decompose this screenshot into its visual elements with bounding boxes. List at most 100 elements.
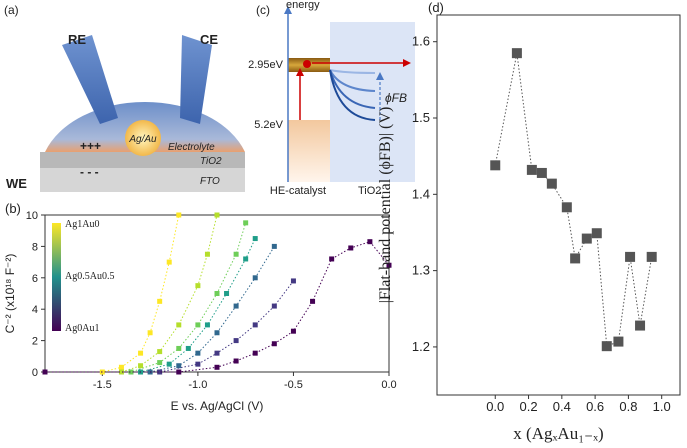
catalyst-label: HE-catalyst [270, 185, 326, 197]
colorbar-label: Ag0Au1 [65, 323, 99, 334]
data-point [625, 251, 636, 262]
y-tick-label: 0 [32, 367, 38, 379]
y-tick-label: 10 [26, 210, 38, 222]
tio2-region [330, 22, 415, 182]
tio2-label: TiO2 [200, 156, 222, 167]
x-tick-label: 0.4 [553, 399, 571, 414]
data-point [176, 363, 182, 369]
data-point [233, 358, 239, 364]
colorbar-label: Ag0.5Au0.5 [65, 271, 114, 282]
data-point [526, 164, 537, 175]
data-point [166, 361, 172, 367]
series-line [45, 214, 218, 373]
x-axis-title: x (AgₓAu₁₋ₓ) [513, 424, 603, 443]
colorbar [52, 223, 61, 331]
data-point [195, 322, 201, 328]
data-point [138, 350, 144, 356]
panel-label: (a) [4, 3, 19, 17]
data-point [214, 364, 220, 370]
data-point [386, 262, 392, 268]
data-point [252, 350, 258, 356]
electron [303, 60, 311, 68]
data-point [157, 298, 163, 304]
data-point [157, 360, 163, 366]
data-point [185, 345, 191, 351]
data-point [176, 212, 182, 218]
data-point [176, 322, 182, 328]
data-point [233, 251, 239, 257]
data-point [252, 236, 258, 242]
data-point [118, 369, 124, 375]
tio2-layer [40, 152, 245, 168]
chart-panel: 0.0 0.2 0.4 0.6 0.8 1.0 1.2 1.3 1.4 1.5 1.6 x (AgₓA… [377, 0, 681, 443]
data-point [646, 251, 657, 262]
particle [125, 120, 161, 156]
series-line [45, 280, 294, 373]
data-point [271, 243, 277, 249]
arrowhead [296, 68, 304, 76]
data-point [613, 336, 624, 347]
catalyst-fill [288, 120, 330, 182]
data-point [233, 303, 239, 309]
data-point [536, 167, 547, 178]
charge-plus: +++ [80, 139, 101, 153]
data-point [176, 345, 182, 351]
data-point [157, 349, 163, 355]
y-tick-label: 6 [32, 273, 38, 285]
data-point [147, 330, 153, 336]
panel-label: (b) [5, 201, 21, 216]
data-point [635, 320, 646, 331]
y-tick-label: 4 [32, 304, 38, 316]
data-point [252, 275, 258, 281]
data-point [118, 364, 124, 370]
y-tick-label: 1.4 [412, 186, 430, 201]
x-tick-label: -1.0 [188, 379, 207, 391]
data-point [290, 278, 296, 284]
y-axis-title: C⁻² (x10¹⁸ F⁻²) [3, 254, 17, 334]
data-point [601, 341, 612, 352]
data-point [204, 322, 210, 328]
data-point [224, 291, 230, 296]
data-point [591, 228, 602, 239]
data-point [290, 328, 296, 334]
data-point [581, 233, 592, 244]
data-point [195, 361, 201, 367]
series-line [45, 241, 390, 373]
panel-a: (a) RE CE Ag/Au Electrolyte +++ - - - Ti… [4, 3, 245, 192]
y-axis-title: |Flat-band potential (ϕFB)| (V) [377, 107, 394, 304]
x-tick-label: 1.0 [653, 399, 671, 414]
tio2-label: TiO2 [358, 185, 381, 197]
band-bending [329, 69, 376, 74]
panel-c: (c) energy 2.95eV 5.2eV ϕFB HE-catalyst … [248, 0, 415, 197]
data-point [157, 369, 163, 375]
axis-label: energy [286, 0, 320, 11]
panel-label: (d) [428, 0, 444, 15]
ce-label: CE [200, 32, 218, 47]
data-point [490, 160, 501, 171]
re-label: RE [68, 32, 86, 47]
fto-label: FTO [200, 176, 220, 187]
data-point [214, 350, 220, 356]
band-bending [329, 69, 376, 121]
electrolyte-label: Electrolyte [168, 142, 215, 153]
series-line [45, 238, 256, 373]
x-tick-label: -1.5 [93, 379, 112, 391]
y-tick-label: 1.3 [412, 263, 430, 278]
data-point [570, 253, 581, 264]
series-line [45, 222, 247, 373]
data-point [42, 369, 48, 375]
colorbar-label: Ag1Au0 [65, 219, 99, 230]
data-point [252, 322, 258, 328]
data-point [511, 48, 522, 59]
data-point [195, 350, 201, 356]
fto-layer [40, 168, 245, 192]
series-line [45, 214, 180, 373]
data-point [166, 259, 172, 265]
x-tick-label: 0.0 [381, 379, 396, 391]
charge-minus: - - - [80, 165, 99, 179]
y-tick-label: 2 [32, 336, 38, 348]
data-point [348, 245, 354, 251]
charts: -1.5 -1.0 -0.5 0.0 0 2 4 6 8 10 E vs. Ag/AgCl (V) C… [3, 0, 681, 443]
data-point [271, 303, 277, 309]
